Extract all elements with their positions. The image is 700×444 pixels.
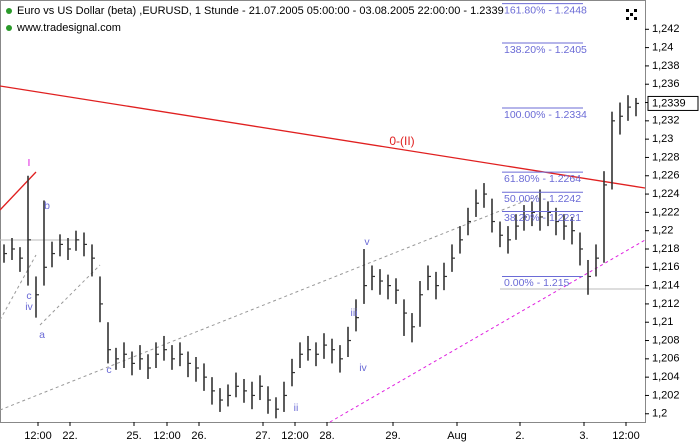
y-tick-label: 1,202 [652, 389, 680, 401]
x-tick-label: 28. [319, 430, 334, 442]
y-tick-label: 1,214 [652, 280, 680, 292]
trend-line [0, 171, 37, 211]
y-tick-label: 1,212 [652, 298, 680, 310]
fib-label: 0.00% - 1.215 [504, 277, 570, 289]
fib-label: 50.00% - 1.2242 [504, 193, 581, 205]
last-price-label: 1,2339 [652, 97, 686, 109]
y-tick-label: 1,226 [652, 170, 680, 182]
last-price-box [647, 95, 699, 111]
source: www.tradesignal.com [16, 22, 121, 34]
wave-label: iv [25, 301, 33, 313]
y-tick-label: 1,238 [652, 60, 680, 72]
y-tick-label: 1,2 [652, 408, 667, 420]
fib-label: 100.00% - 1.2334 [504, 109, 587, 121]
wave-label: 0-(II) [389, 134, 414, 148]
fib-label: 161.80% - 1.2448 [504, 4, 587, 16]
wave-label: b [44, 200, 50, 212]
wave-label: iii [351, 307, 358, 319]
y-tick-label: 1,236 [652, 78, 680, 90]
source-icon [6, 25, 12, 31]
status-icon [6, 8, 12, 14]
fib-label: 61.80% - 1.2264 [504, 173, 581, 185]
y-tick-label: 1,224 [652, 188, 680, 200]
y-tick-label: 1,208 [652, 334, 680, 346]
y-tick-label: 1,206 [652, 353, 680, 365]
y-tick-label: 1,216 [652, 261, 680, 273]
support-line [329, 239, 646, 423]
wave-label: a [39, 329, 45, 341]
y-tick-label: 1,222 [652, 206, 680, 218]
y-tick-label: 1,23 [652, 133, 673, 145]
x-tick-label: 22. [62, 430, 77, 442]
x-tick-label: 26. [191, 430, 206, 442]
y-tick-label: 1,204 [652, 371, 680, 383]
y-tick-label: 1,21 [652, 316, 673, 328]
wave-label: v [364, 236, 370, 248]
y-tick-label: 1,218 [652, 243, 680, 255]
wave-label: c [106, 364, 111, 376]
x-tick-label: Aug [447, 430, 467, 442]
wave-label: I [28, 157, 31, 169]
x-tick-label: 25. [126, 430, 141, 442]
x-tick-label: 27. [255, 430, 270, 442]
wave-label: c [26, 290, 31, 302]
fib-label: 138.20% - 1.2405 [504, 44, 587, 56]
y-tick-label: 1,22 [652, 225, 673, 237]
y-tick-label: 1,242 [652, 23, 680, 35]
x-tick-label: 12:00 [153, 430, 181, 442]
y-tick-label: 1,232 [652, 115, 680, 127]
menu-icon[interactable] [626, 9, 637, 20]
x-tick-label: 2. [515, 430, 524, 442]
helper-line [39, 264, 101, 326]
y-tick-label: 1,24 [652, 42, 673, 54]
x-tick-label: 12:00 [24, 430, 52, 442]
chart-title: Euro vs US Dollar (beta) ,EURUSD, 1 Stun… [17, 5, 504, 17]
x-tick-label: 29. [385, 430, 400, 442]
plot-frame [0, 0, 646, 423]
x-tick-label: 12:00 [612, 430, 640, 442]
helper-line [0, 254, 37, 321]
helper-line [0, 194, 541, 411]
fib-label: 38.20% - 1.2221 [504, 212, 581, 224]
wave-label: iv [359, 362, 367, 374]
trend-line [0, 85, 646, 189]
y-tick-label: 1,228 [652, 151, 680, 163]
wave-label: ii [294, 402, 299, 414]
x-tick-label: 3. [579, 430, 588, 442]
x-tick-label: 12:00 [281, 430, 309, 442]
